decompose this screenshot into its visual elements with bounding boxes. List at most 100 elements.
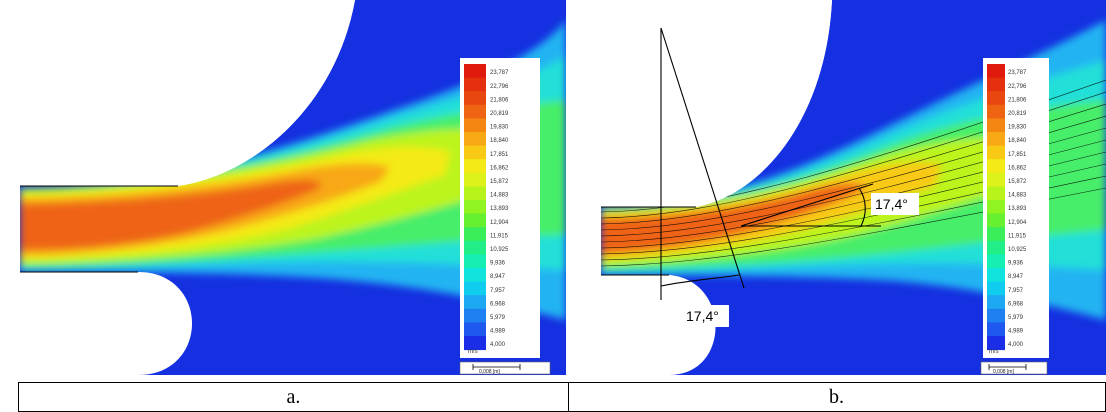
legend-swatch <box>987 64 1005 78</box>
legend-level-label: 10,925 <box>490 247 509 253</box>
legend-level-label: 4,000 <box>490 342 506 348</box>
scale-label-a: 0,008 [m] <box>479 369 500 375</box>
legend-level-label: 7,957 <box>490 288 506 294</box>
legend-level-label: 22,796 <box>490 84 509 90</box>
legend-level-label: 13,893 <box>490 206 509 212</box>
legend-swatch <box>987 78 1005 92</box>
legend-swatch <box>464 78 486 92</box>
legend-level-label: 13,893 <box>1008 206 1027 212</box>
legend-swatch <box>464 64 486 78</box>
legend-level-label: 19,830 <box>490 125 509 131</box>
legend-level-label: 18,840 <box>490 138 509 144</box>
legend-level-label: 23,787 <box>1008 70 1027 76</box>
legend-swatch <box>987 186 1005 200</box>
legend-level-label: 21,806 <box>490 97 509 103</box>
legend-swatch <box>987 295 1005 309</box>
scale-label-b: 0,008 [m] <box>993 369 1014 375</box>
svg-text:17,4°: 17,4° <box>875 196 908 212</box>
legend-swatch <box>987 241 1005 255</box>
legend-level-label: 8,947 <box>490 274 506 280</box>
legend-level-label: 20,819 <box>490 111 509 117</box>
scale-bar-a: 0,008 [m] <box>460 362 550 375</box>
legend-swatch <box>464 105 486 119</box>
legend-level-label: 14,883 <box>490 193 509 199</box>
legend-swatch <box>987 268 1005 282</box>
legend-level-label: 17,851 <box>1008 152 1027 158</box>
legend-level-label: 10,925 <box>1008 247 1027 253</box>
legend-level-label: 21,806 <box>1008 97 1027 103</box>
legend-swatch <box>464 268 486 282</box>
caption-b: b. <box>568 383 1106 411</box>
legend-level-label: 18,840 <box>1008 138 1027 144</box>
legend-swatch <box>987 118 1005 132</box>
caption-row: a. b. <box>18 382 1106 412</box>
lower-obstacle <box>20 272 192 375</box>
angle-label-lower: 17,4° <box>683 305 729 327</box>
legend-swatch <box>987 159 1005 173</box>
velocity-contour-plot-b: 17,4° 17,4° 23,787 22,796 21,806 20,819 19,8… <box>601 0 1106 380</box>
legend-level-label: 19,830 <box>1008 125 1027 131</box>
legend-swatch <box>464 214 486 228</box>
contour-panel-a: 23,787 22,796 21,806 20,819 19,830 18,840 17,8… <box>20 0 566 380</box>
legend-level-label: 5,979 <box>1008 315 1024 321</box>
legend-swatch <box>987 309 1005 323</box>
legend-level-label: 12,904 <box>1008 220 1027 226</box>
legend-swatch <box>987 173 1005 187</box>
caption-a: a. <box>18 383 569 411</box>
legend-level-label: 8,947 <box>1008 274 1024 280</box>
legend-swatch <box>987 132 1005 146</box>
legend-level-label: 14,883 <box>1008 193 1027 199</box>
legend-level-label: 12,904 <box>490 220 509 226</box>
legend-swatch <box>464 241 486 255</box>
legend-swatch <box>464 200 486 214</box>
legend-swatch <box>987 91 1005 105</box>
scale-bar-b: 0,008 [m] <box>981 362 1047 375</box>
legend-swatch <box>987 282 1005 296</box>
legend-level-label: 16,862 <box>1008 165 1027 171</box>
legend-level-label: 11,915 <box>490 233 509 239</box>
legend-level-label: 17,851 <box>490 152 509 158</box>
contour-panel-b: 17,4° 17,4° 23,787 22,796 21,806 20,819 19,8… <box>601 0 1106 380</box>
legend-level-label: 4,989 <box>1008 329 1024 335</box>
legend-swatch <box>464 227 486 241</box>
legend-level-label: 6,968 <box>490 301 506 307</box>
legend-swatch <box>464 186 486 200</box>
legend-swatch <box>987 200 1005 214</box>
legend-unit-a: m/s <box>468 349 478 355</box>
legend-level-label: 4,000 <box>1008 342 1024 348</box>
legend-level-label: 23,787 <box>490 70 509 76</box>
legend-level-label: 16,862 <box>490 165 509 171</box>
legend-swatch <box>464 91 486 105</box>
legend-swatch <box>464 295 486 309</box>
legend-level-label: 15,872 <box>1008 179 1027 185</box>
legend-swatch <box>987 146 1005 160</box>
legend-swatch <box>464 282 486 296</box>
legend-level-label: 22,796 <box>1008 84 1027 90</box>
angle-label-upper: 17,4° <box>871 193 919 215</box>
legend-swatch <box>987 254 1005 268</box>
legend-swatch <box>464 159 486 173</box>
legend-swatch <box>987 105 1005 119</box>
legend-swatch <box>464 132 486 146</box>
color-legend-a: 23,787 22,796 21,806 20,819 19,830 18,840 17,8… <box>460 58 540 358</box>
legend-unit-b: m/s <box>989 349 999 355</box>
legend-level-label: 11,915 <box>1008 233 1027 239</box>
legend-level-label: 20,819 <box>1008 111 1027 117</box>
legend-swatch <box>987 227 1005 241</box>
legend-swatch <box>464 336 486 350</box>
legend-level-label: 6,968 <box>1008 301 1024 307</box>
legend-swatch <box>464 254 486 268</box>
legend-level-label: 4,989 <box>490 329 506 335</box>
legend-level-label: 5,979 <box>490 315 506 321</box>
velocity-contour-plot-a: 23,787 22,796 21,806 20,819 19,830 18,840 17,8… <box>20 0 566 380</box>
legend-level-label: 9,936 <box>1008 261 1024 267</box>
legend-level-label: 15,872 <box>490 179 509 185</box>
legend-swatch <box>987 336 1005 350</box>
legend-level-label: 9,936 <box>490 261 506 267</box>
legend-swatch <box>464 309 486 323</box>
legend-swatch <box>464 173 486 187</box>
legend-swatch <box>464 322 486 336</box>
svg-text:17,4°: 17,4° <box>686 308 719 324</box>
legend-swatch <box>464 146 486 160</box>
color-legend-b: 23,787 22,796 21,806 20,819 19,830 18,840 17,8… <box>983 58 1049 358</box>
